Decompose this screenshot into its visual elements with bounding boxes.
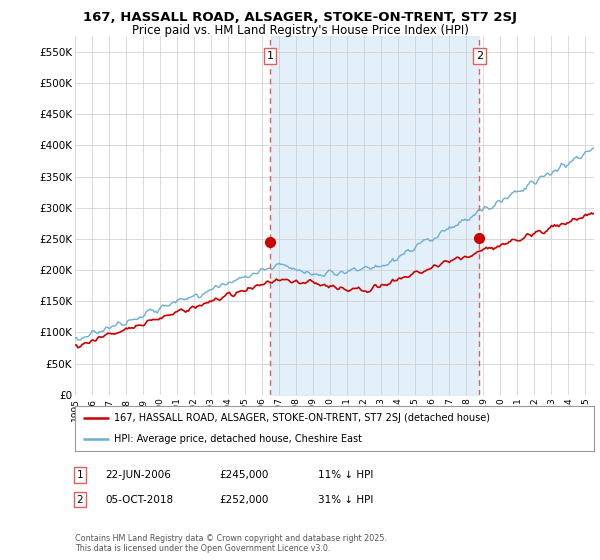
Text: £252,000: £252,000 xyxy=(219,494,268,505)
Text: 22-JUN-2006: 22-JUN-2006 xyxy=(105,470,171,480)
Text: 11% ↓ HPI: 11% ↓ HPI xyxy=(318,470,373,480)
Text: 2: 2 xyxy=(76,494,83,505)
Text: 167, HASSALL ROAD, ALSAGER, STOKE-ON-TRENT, ST7 2SJ: 167, HASSALL ROAD, ALSAGER, STOKE-ON-TRE… xyxy=(83,11,517,24)
Text: Price paid vs. HM Land Registry's House Price Index (HPI): Price paid vs. HM Land Registry's House … xyxy=(131,24,469,36)
Text: HPI: Average price, detached house, Cheshire East: HPI: Average price, detached house, Ches… xyxy=(114,433,362,444)
Text: 1: 1 xyxy=(76,470,83,480)
Text: 167, HASSALL ROAD, ALSAGER, STOKE-ON-TRENT, ST7 2SJ (detached house): 167, HASSALL ROAD, ALSAGER, STOKE-ON-TRE… xyxy=(114,413,490,423)
Text: 31% ↓ HPI: 31% ↓ HPI xyxy=(318,494,373,505)
Text: 1: 1 xyxy=(266,51,274,60)
Text: £245,000: £245,000 xyxy=(219,470,268,480)
Text: Contains HM Land Registry data © Crown copyright and database right 2025.
This d: Contains HM Land Registry data © Crown c… xyxy=(75,534,387,553)
Text: 2: 2 xyxy=(476,51,483,60)
Text: 05-OCT-2018: 05-OCT-2018 xyxy=(105,494,173,505)
